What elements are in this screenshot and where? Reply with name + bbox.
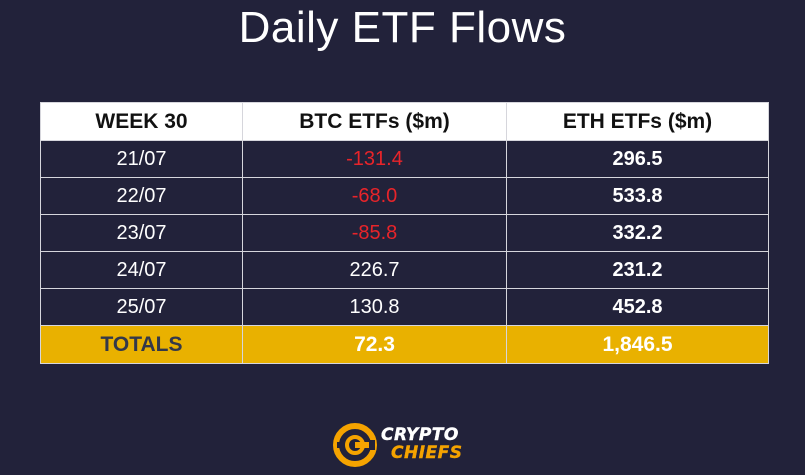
table-row: 21/07 -131.4 296.5 xyxy=(40,140,769,178)
table-row: 25/07 130.8 452.8 xyxy=(40,288,769,326)
btc-flow-cell: 226.7 xyxy=(242,251,507,289)
date-cell: 24/07 xyxy=(40,251,243,289)
table-row: 23/07 -85.8 332.2 xyxy=(40,214,769,252)
column-header-eth: ETH ETFs ($m) xyxy=(506,102,769,141)
btc-total-cell: 72.3 xyxy=(242,325,507,364)
column-header-btc: BTC ETFs ($m) xyxy=(242,102,507,141)
btc-flow-cell: -68.0 xyxy=(242,177,507,215)
totals-row: TOTALS 72.3 1,846.5 xyxy=(40,325,769,364)
btc-flow-cell: -85.8 xyxy=(242,214,507,252)
crypto-chiefs-c-logo-icon xyxy=(333,423,377,467)
eth-flow-cell: 231.2 xyxy=(506,251,769,289)
column-header-week: WEEK 30 xyxy=(40,102,243,141)
date-cell: 22/07 xyxy=(40,177,243,215)
table-header-row: WEEK 30 BTC ETFs ($m) ETH ETFs ($m) xyxy=(40,102,769,141)
table-row: 22/07 -68.0 533.8 xyxy=(40,177,769,215)
eth-flow-cell: 296.5 xyxy=(506,140,769,178)
table-row: 24/07 226.7 231.2 xyxy=(40,251,769,289)
eth-flow-cell: 452.8 xyxy=(506,288,769,326)
date-cell: 23/07 xyxy=(40,214,243,252)
date-cell: 21/07 xyxy=(40,140,243,178)
eth-flow-cell: 332.2 xyxy=(506,214,769,252)
btc-flow-cell: 130.8 xyxy=(242,288,507,326)
page-title: Daily ETF Flows xyxy=(238,3,567,52)
brand-name-line-2: CHIEFS xyxy=(391,443,463,463)
btc-flow-cell: -131.4 xyxy=(242,140,507,178)
etf-flows-table: WEEK 30 BTC ETFs ($m) ETH ETFs ($m) 21/0… xyxy=(40,102,769,364)
eth-total-cell: 1,846.5 xyxy=(506,325,769,364)
eth-flow-cell: 533.8 xyxy=(506,177,769,215)
totals-label: TOTALS xyxy=(40,325,243,364)
brand-logo: CRYPTO CHIEFS xyxy=(333,421,483,469)
brand-name-line-1: CRYPTO xyxy=(381,425,459,445)
date-cell: 25/07 xyxy=(40,288,243,326)
